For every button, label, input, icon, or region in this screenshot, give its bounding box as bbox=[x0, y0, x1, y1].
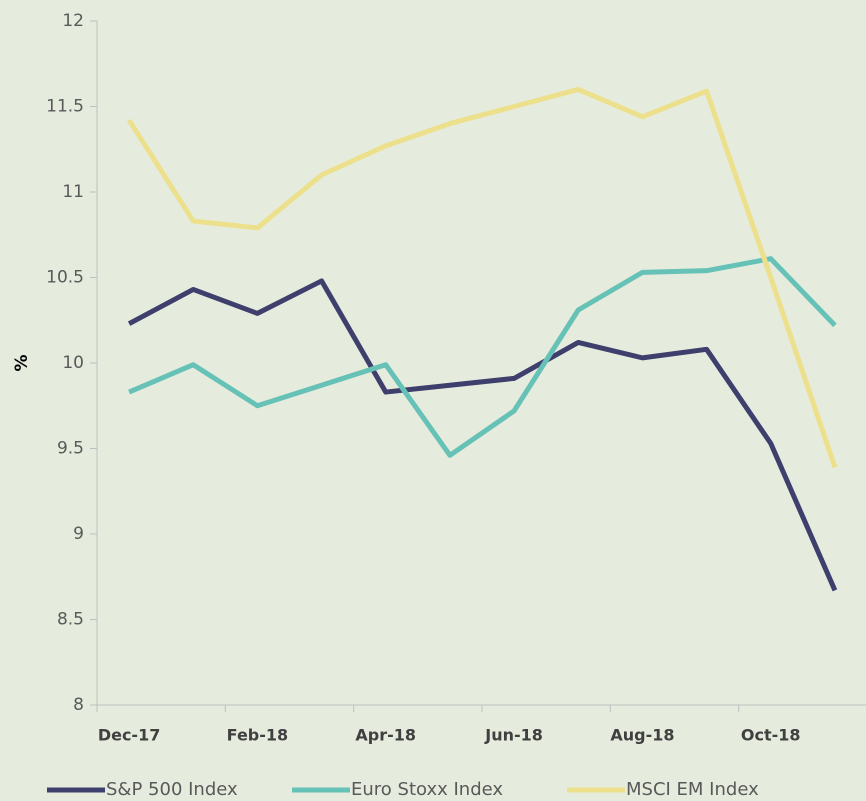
x-tick-label: Jun-18 bbox=[484, 726, 543, 745]
y-tick-label: 9 bbox=[73, 524, 84, 544]
x-tick-label: Dec-17 bbox=[98, 726, 161, 745]
y-tick-label: 11 bbox=[62, 182, 84, 202]
y-tick-label: 10.5 bbox=[46, 268, 84, 288]
series-line bbox=[126, 86, 838, 469]
legend-label: Euro Stoxx Index bbox=[351, 779, 503, 800]
x-tick-label: Oct-18 bbox=[741, 726, 801, 745]
x-tick-label: Apr-18 bbox=[355, 726, 416, 745]
y-tick-label: 12 bbox=[62, 11, 84, 31]
y-tick-label: 9.5 bbox=[57, 439, 84, 459]
series-line bbox=[127, 278, 838, 592]
y-tick-label: 10 bbox=[62, 353, 84, 373]
y-tick-label: 11.5 bbox=[46, 97, 84, 117]
x-tick-label: Aug-18 bbox=[610, 726, 674, 745]
x-tick-label: Feb-18 bbox=[227, 726, 289, 745]
y-axis-label: % bbox=[12, 354, 32, 371]
legend-label: S&P 500 Index bbox=[106, 779, 238, 800]
y-tick-label: 8 bbox=[73, 695, 84, 715]
legend-label: MSCI EM Index bbox=[626, 779, 759, 800]
series-line bbox=[128, 256, 837, 458]
y-tick-label: 8.5 bbox=[57, 610, 84, 630]
